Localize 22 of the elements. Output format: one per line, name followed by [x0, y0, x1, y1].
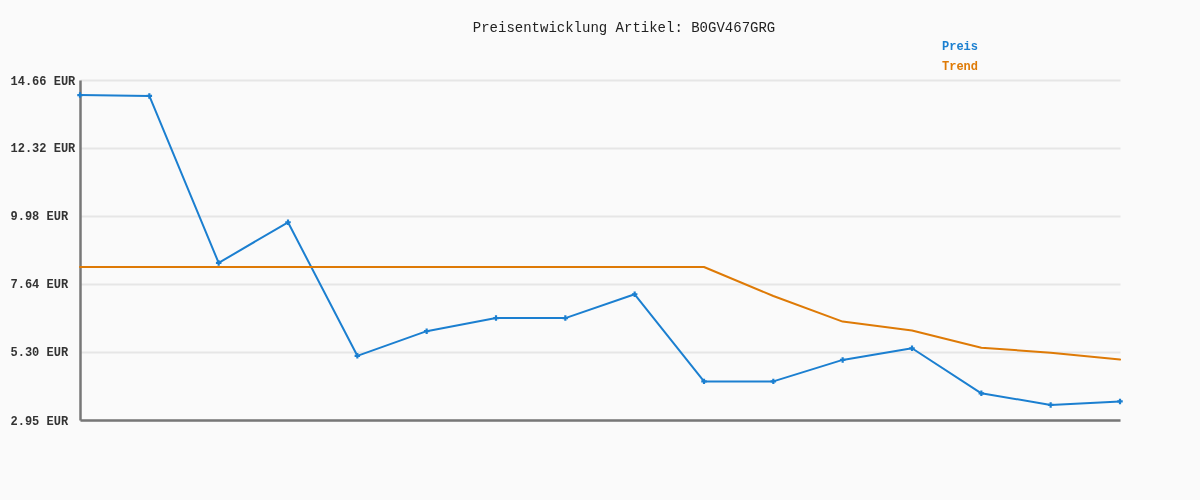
point	[215, 260, 222, 266]
y-tick-label: 7.64 EUR	[10, 278, 69, 293]
point	[701, 378, 707, 385]
point	[1047, 402, 1054, 408]
point	[423, 328, 430, 334]
point	[77, 92, 83, 98]
point	[354, 353, 361, 359]
point	[1117, 398, 1123, 405]
y-tick-label: 5.30 EUR	[10, 346, 69, 361]
y-tick-label: 14.66 EUR	[10, 74, 77, 89]
point	[909, 345, 915, 352]
y-tick-label: 2.95 EUR	[10, 414, 69, 429]
point	[146, 93, 153, 99]
point	[839, 357, 846, 363]
point	[285, 219, 291, 226]
point	[562, 315, 569, 321]
y-tick-label: 12.32 EUR	[10, 142, 77, 157]
text: Preis	[942, 40, 979, 54]
point	[493, 315, 499, 321]
text: Trend	[942, 60, 979, 74]
y-tick-label: 9.98 EUR	[10, 210, 69, 225]
chart-title: Preisentwicklung Artikel: B0GV467GRG	[472, 20, 776, 36]
